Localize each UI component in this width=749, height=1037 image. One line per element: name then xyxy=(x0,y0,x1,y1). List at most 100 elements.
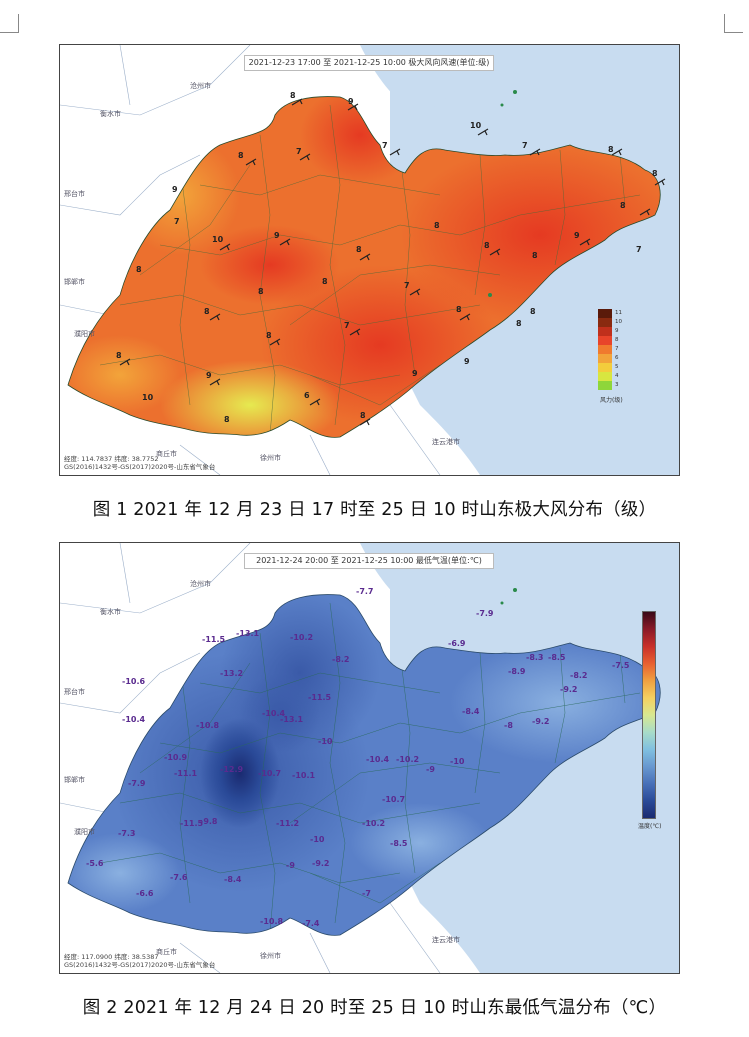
city-label-hengshui: 衡水市 xyxy=(100,110,121,118)
temperature-station-value-28: -10.1 xyxy=(292,771,316,780)
temperature-station-value-20: -8.4 xyxy=(462,707,480,716)
wind-coord-text: 经度: 114.7837 纬度: 38.7752 xyxy=(64,455,159,463)
wind-station-value-7: 8 xyxy=(608,145,614,154)
temperature-station-value-43: -9 xyxy=(286,861,295,870)
city-label-lianyungang: 连云港市 xyxy=(432,936,460,944)
wind-station-value-6: 7 xyxy=(522,141,528,150)
temperature-map-coord-readout: 经度: 117.0900 纬度: 38.5387 GS(2016)1432号-G… xyxy=(64,953,215,969)
wind-station-value-26: 8 xyxy=(620,201,626,210)
temperature-station-value-42: -5.6 xyxy=(86,859,104,868)
city-label-xingtai: 邢台市 xyxy=(64,688,85,696)
temperature-copyright: GS(2016)1432号-GS(2017)2020号-山东省气象台 xyxy=(64,961,216,969)
city-label-xuzhou: 徐州市 xyxy=(260,952,281,960)
temperature-station-value-41: -8.5 xyxy=(390,839,408,848)
temperature-station-value-8: -8.5 xyxy=(548,653,566,662)
temperature-coord-text: 经度: 117.0900 纬度: 38.5387 xyxy=(64,953,159,961)
temperature-station-value-35: -11.5 xyxy=(180,819,204,828)
wind-station-value-35: 8 xyxy=(258,287,264,296)
temperature-map-graphic xyxy=(60,543,679,973)
temperature-map-title: 2021-12-24 20:00 至 2021-12-25 10:00 最低气温… xyxy=(244,553,494,569)
figure-1-caption: 图 1 2021 年 12 月 23 日 17 时至 25 日 10 时山东极大… xyxy=(92,500,657,520)
wind-station-value-15: 8 xyxy=(532,251,538,260)
city-label-xuzhou: 徐州市 xyxy=(260,454,281,462)
wind-station-value-4: 7 xyxy=(382,141,388,150)
wind-legend-swatch-1 xyxy=(598,318,612,327)
city-label-handan: 邯郸市 xyxy=(64,776,85,784)
temperature-map: 2021-12-24 20:00 至 2021-12-25 10:00 最低气温… xyxy=(59,542,680,974)
wind-station-value-33: 9 xyxy=(412,369,418,378)
wind-station-value-28: 7 xyxy=(636,245,642,254)
temperature-station-value-9: -7.5 xyxy=(612,661,630,670)
wind-station-value-37: 8 xyxy=(434,221,440,230)
temperature-station-value-13: -9.2 xyxy=(560,685,578,694)
temperature-station-value-31: -9 xyxy=(426,765,435,774)
temperature-station-value-10: -13.2 xyxy=(220,669,244,678)
crop-mark-top-left xyxy=(0,14,19,33)
temperature-station-value-19: -13.1 xyxy=(280,715,304,724)
wind-legend-unit: 风力(级) xyxy=(600,397,623,404)
temperature-station-value-38: -7.3 xyxy=(118,829,136,838)
wind-station-value-24: 6 xyxy=(304,391,310,400)
wind-station-value-22: 8 xyxy=(116,351,122,360)
city-label-puyang: 濮阳市 xyxy=(74,330,95,338)
wind-station-value-8: 8 xyxy=(652,169,658,178)
wind-station-value-1: 9 xyxy=(348,97,354,106)
temperature-station-value-7: -8.3 xyxy=(526,653,544,662)
wind-legend-swatch-3 xyxy=(598,336,612,345)
wind-legend-colorbar xyxy=(598,309,612,390)
wind-legend-tick-7: 4 xyxy=(615,373,619,379)
wind-station-value-3: 7 xyxy=(296,147,302,156)
temperature-station-value-4: -10.2 xyxy=(290,633,314,642)
temperature-station-value-5: -6.9 xyxy=(448,639,466,648)
wind-station-value-32: 8 xyxy=(516,319,522,328)
wind-station-value-25: 8 xyxy=(360,411,366,420)
wind-legend-swatch-0 xyxy=(598,309,612,318)
temperature-station-value-40: -10.2 xyxy=(362,819,386,828)
city-label-cangzhou: 沧州市 xyxy=(190,580,211,588)
wind-map-title: 2021-12-23 17:00 至 2021-12-25 10:00 极大风向… xyxy=(244,55,494,71)
wind-station-value-19: 7 xyxy=(344,321,350,330)
wind-legend-tick-8: 3 xyxy=(615,382,619,388)
temperature-station-value-1: -7.9 xyxy=(476,609,494,618)
wind-station-value-10: 10 xyxy=(212,235,224,244)
wind-station-value-21: 8 xyxy=(530,307,536,316)
city-label-xingtai: 邢台市 xyxy=(64,190,85,198)
wind-station-value-17: 8 xyxy=(204,307,210,316)
wind-station-value-27: 9 xyxy=(574,231,580,240)
temperature-station-value-32: -10 xyxy=(450,757,465,766)
wind-legend-tick-5: 6 xyxy=(615,355,619,361)
wind-station-value-16: 8 xyxy=(136,265,142,274)
temperature-station-value-27: -10.7 xyxy=(258,769,282,778)
temperature-station-value-25: -11.1 xyxy=(174,769,198,778)
temperature-station-value-2: -11.5 xyxy=(202,635,226,644)
temperature-station-value-37: -11.2 xyxy=(276,819,300,828)
temperature-station-value-26: -12.9 xyxy=(220,765,244,774)
wind-station-value-20: 8 xyxy=(456,305,462,314)
wind-legend-tick-3: 8 xyxy=(615,337,619,343)
wind-legend-tick-2: 9 xyxy=(615,328,619,334)
temperature-station-value-50: -7.4 xyxy=(302,919,320,928)
temperature-station-value-6: -8.2 xyxy=(332,655,350,664)
temperature-station-value-33: -7.9 xyxy=(128,779,146,788)
wind-legend-swatch-5 xyxy=(598,354,612,363)
wind-map: 2021-12-23 17:00 至 2021-12-25 10:00 极大风向… xyxy=(59,44,680,476)
temperature-station-value-17: -10.8 xyxy=(196,721,220,730)
wind-legend-swatch-8 xyxy=(598,381,612,390)
city-label-lianyungang: 连云港市 xyxy=(432,438,460,446)
temperature-station-value-45: -7.6 xyxy=(170,873,188,882)
wind-copyright: GS(2016)1432号-GS(2017)2020号-山东省气象台 xyxy=(64,463,216,471)
wind-legend-tick-4: 7 xyxy=(615,346,619,352)
wind-station-value-34: 7 xyxy=(174,217,180,226)
temperature-station-value-48: -7 xyxy=(362,889,371,898)
wind-station-value-14: 8 xyxy=(484,241,490,250)
wind-legend-swatch-4 xyxy=(598,345,612,354)
figure-2-caption: 图 2 2021 年 12 月 24 日 20 时至 25 日 10 时山东最低… xyxy=(82,998,667,1018)
city-label-shangqiu: 商丘市 xyxy=(156,450,177,458)
temperature-station-value-11: -8.2 xyxy=(570,671,588,680)
city-label-handan: 邯郸市 xyxy=(64,278,85,286)
temperature-legend-colorbar xyxy=(642,611,656,819)
wind-station-value-29: 10 xyxy=(142,393,154,402)
temperature-station-value-15: -11.5 xyxy=(308,693,332,702)
wind-station-value-13: 7 xyxy=(404,281,410,290)
temperature-station-value-12: -8.9 xyxy=(508,667,526,676)
